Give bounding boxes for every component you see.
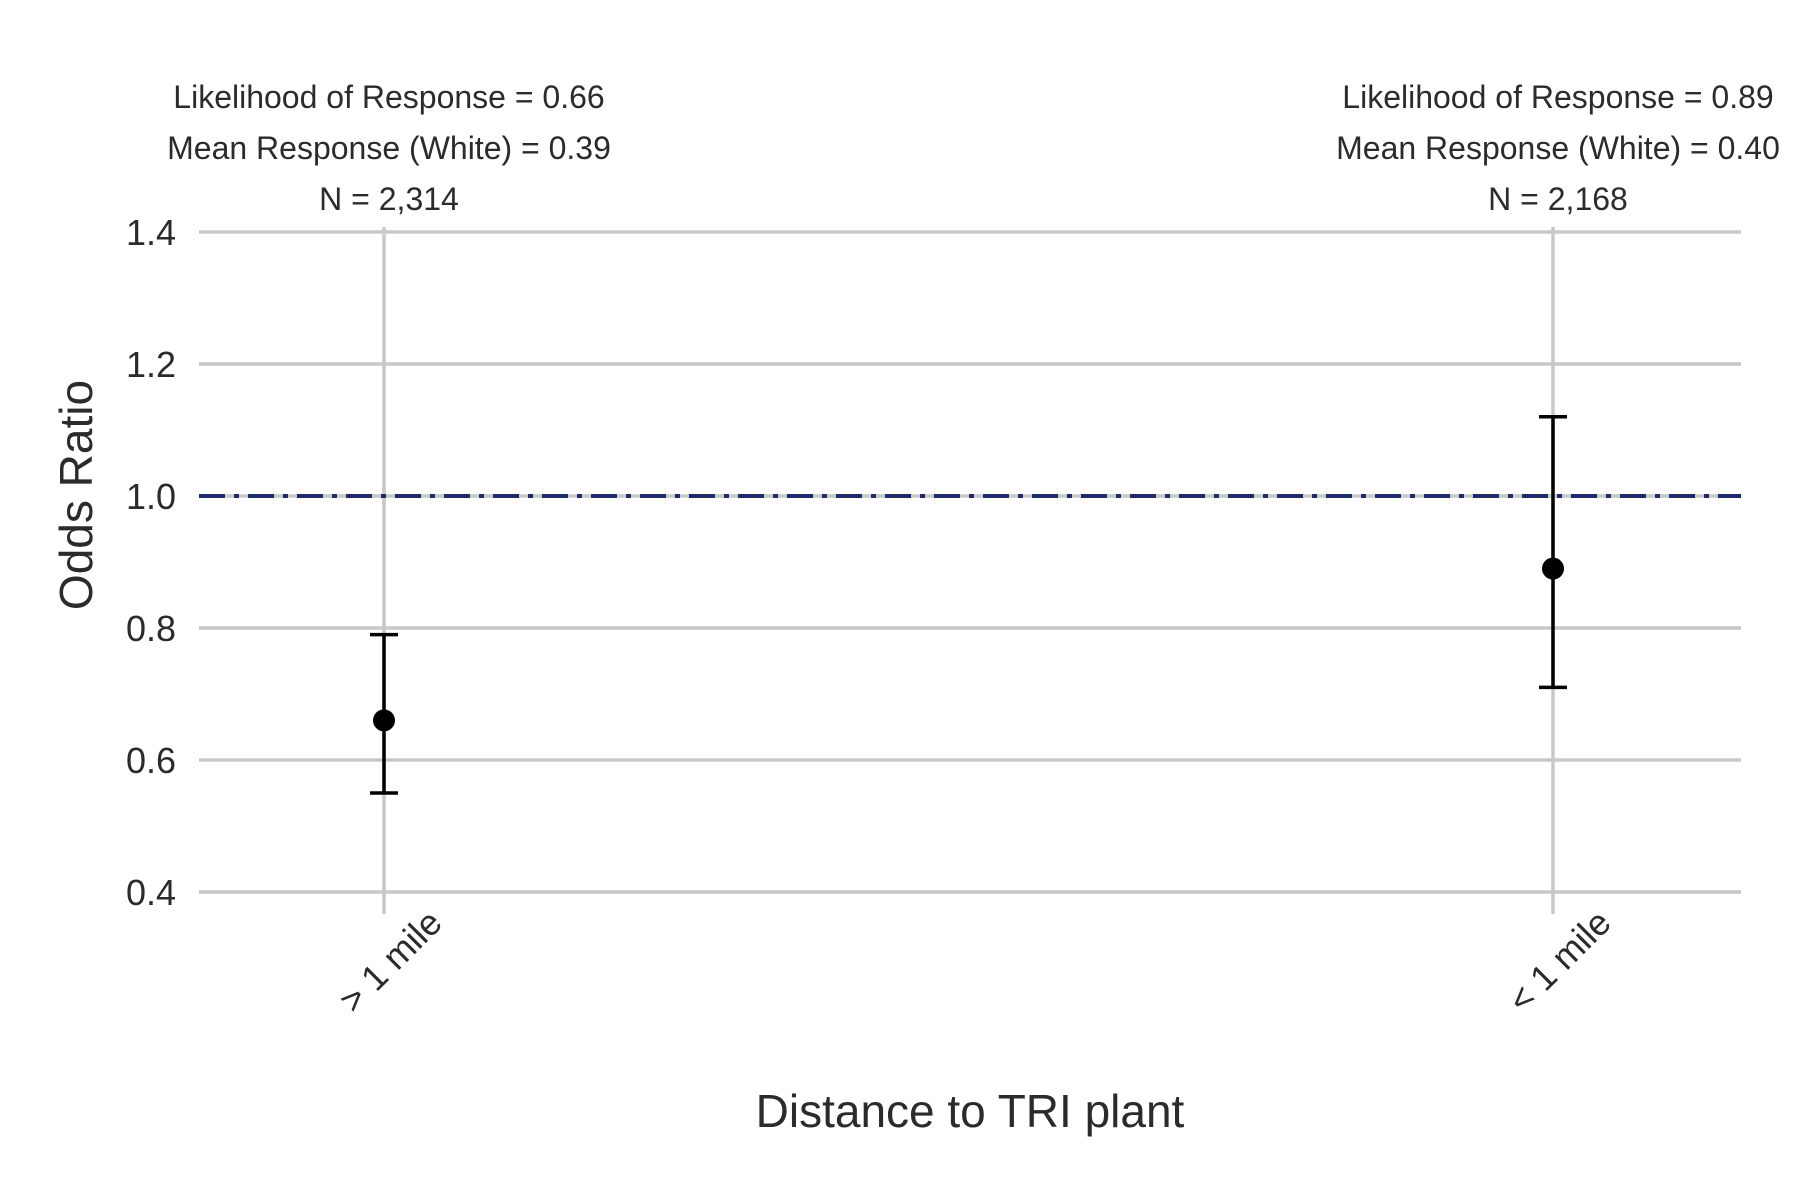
x-axis-title: Distance to TRI plant bbox=[756, 1085, 1185, 1137]
y-tick-label: 1.0 bbox=[126, 476, 176, 517]
point-annotation: Mean Response (White) = 0.40 bbox=[1336, 130, 1780, 166]
x-tick-label: > 1 mile bbox=[331, 902, 450, 1021]
point-annotation: Likelihood of Response = 0.89 bbox=[1342, 79, 1773, 115]
y-tick-label: 0.6 bbox=[126, 740, 176, 781]
x-tick-label: < 1 mile bbox=[1500, 902, 1619, 1021]
tick-labels: 0.4 0.6 0.8 1.0 1.2 1.4 > 1 mile < 1 mile bbox=[126, 212, 1619, 1021]
y-tick-label: 1.4 bbox=[126, 212, 176, 253]
point-annotation: N = 2,314 bbox=[319, 181, 459, 217]
y-tick-label: 0.4 bbox=[126, 872, 176, 913]
y-tick-label: 1.2 bbox=[126, 344, 176, 385]
point-annotation: Likelihood of Response = 0.66 bbox=[173, 79, 604, 115]
point-annotation: Mean Response (White) = 0.39 bbox=[167, 130, 611, 166]
point-annotations: Likelihood of Response = 0.66 Mean Respon… bbox=[167, 79, 1780, 217]
data-marks bbox=[370, 415, 1567, 795]
point-annotation: N = 2,168 bbox=[1488, 181, 1628, 217]
data-point bbox=[373, 709, 395, 732]
data-point bbox=[1542, 557, 1564, 580]
y-tick-label: 0.8 bbox=[126, 608, 176, 649]
y-axis-title: Odds Ratio bbox=[50, 380, 102, 610]
grid bbox=[199, 227, 1741, 914]
